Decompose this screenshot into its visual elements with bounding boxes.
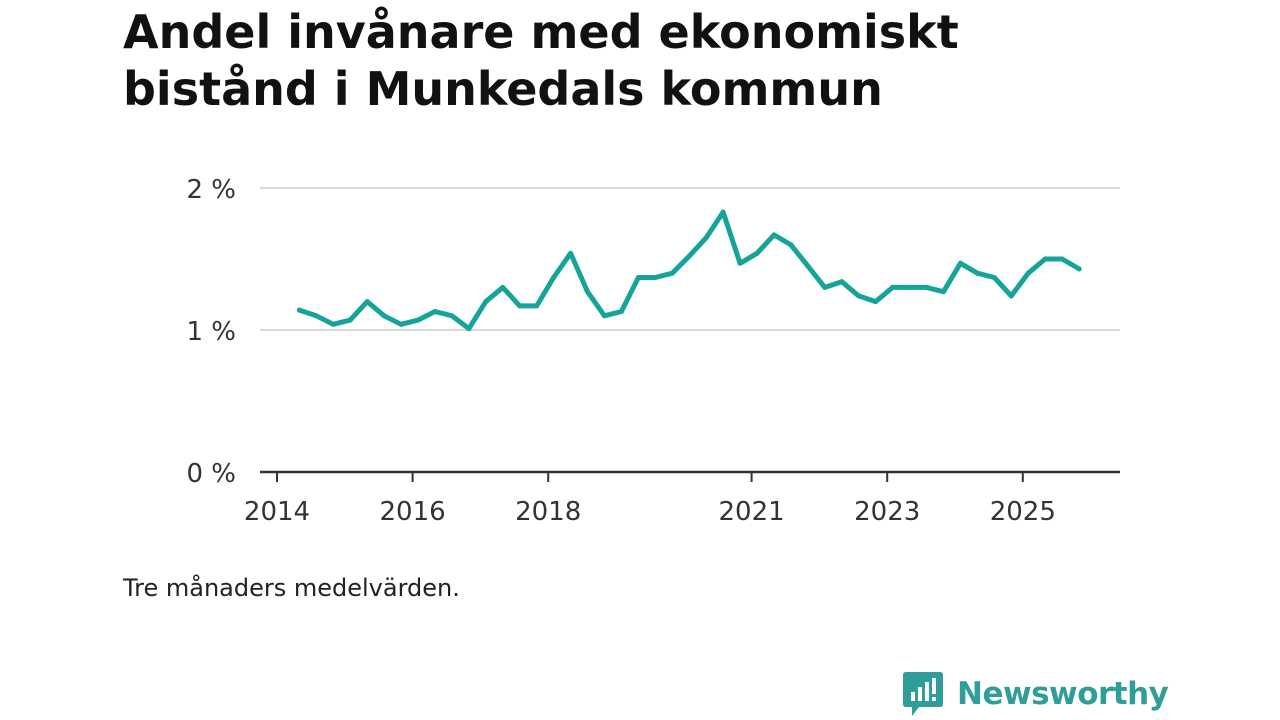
data-point: [771, 232, 777, 238]
data-point: [500, 284, 506, 290]
series-layer: [296, 209, 1082, 332]
data-point: [1042, 256, 1048, 262]
data-point: [415, 317, 421, 323]
x-tick-label: 2016: [380, 497, 446, 527]
data-point: [974, 270, 980, 276]
data-point: [330, 321, 336, 327]
data-point: [585, 289, 591, 295]
data-point: [601, 313, 607, 319]
data-point: [347, 317, 353, 323]
data-point: [822, 284, 828, 290]
grid-lines: [260, 187, 1120, 331]
data-point: [381, 313, 387, 319]
x-tick-label: 2018: [515, 497, 581, 527]
data-point: [551, 274, 557, 280]
data-point: [568, 250, 574, 256]
data-point: [737, 260, 743, 266]
data-point: [398, 321, 404, 327]
y-tick-label: 1 %: [186, 317, 236, 347]
x-axis-ticks: 2014 2016 2018 2021 2023 2025: [244, 472, 1056, 527]
data-point: [517, 303, 523, 309]
data-point: [296, 307, 302, 313]
data-point: [856, 293, 862, 299]
x-tick-label: 2021: [719, 497, 785, 527]
data-point: [313, 313, 319, 319]
data-point: [991, 274, 997, 280]
data-point: [1025, 270, 1031, 276]
data-point: [364, 299, 370, 305]
data-point: [534, 303, 540, 309]
y-tick-label: 2 %: [186, 175, 236, 205]
data-point: [669, 270, 675, 276]
newsworthy-logo-icon: [903, 672, 943, 716]
y-axis-ticks: 0 % 1 % 2 %: [186, 175, 236, 489]
data-point: [703, 235, 709, 241]
x-tick-label: 2025: [990, 497, 1056, 527]
data-point: [805, 263, 811, 269]
data-point: [1008, 293, 1014, 299]
data-point: [635, 274, 641, 280]
data-point: [957, 260, 963, 266]
x-tick-label: 2014: [244, 497, 310, 527]
data-point: [839, 279, 845, 285]
data-point: [788, 242, 794, 248]
data-point: [466, 326, 472, 332]
x-tick-label: 2023: [854, 497, 920, 527]
data-point: [1059, 256, 1065, 262]
data-point: [432, 309, 438, 315]
data-point: [720, 209, 726, 215]
data-point: [483, 299, 489, 305]
data-point: [652, 274, 658, 280]
series-line-0: [296, 209, 1082, 332]
data-point: [618, 309, 624, 315]
brand-name: Newsworthy: [957, 676, 1169, 712]
data-point: [890, 284, 896, 290]
data-point: [754, 250, 760, 256]
data-point: [924, 284, 930, 290]
data-point: [449, 313, 455, 319]
data-point: [1076, 266, 1082, 272]
data-point: [907, 284, 913, 290]
data-point: [686, 253, 692, 259]
chart-title: Andel invånare med ekonomiskt bistånd i …: [123, 5, 959, 116]
y-tick-label: 0 %: [186, 459, 236, 489]
brand-logo: Newsworthy: [903, 670, 1169, 718]
data-point: [940, 289, 946, 295]
data-point: [873, 299, 879, 305]
chart-footnote: Tre månaders medelvärden.: [123, 574, 460, 602]
